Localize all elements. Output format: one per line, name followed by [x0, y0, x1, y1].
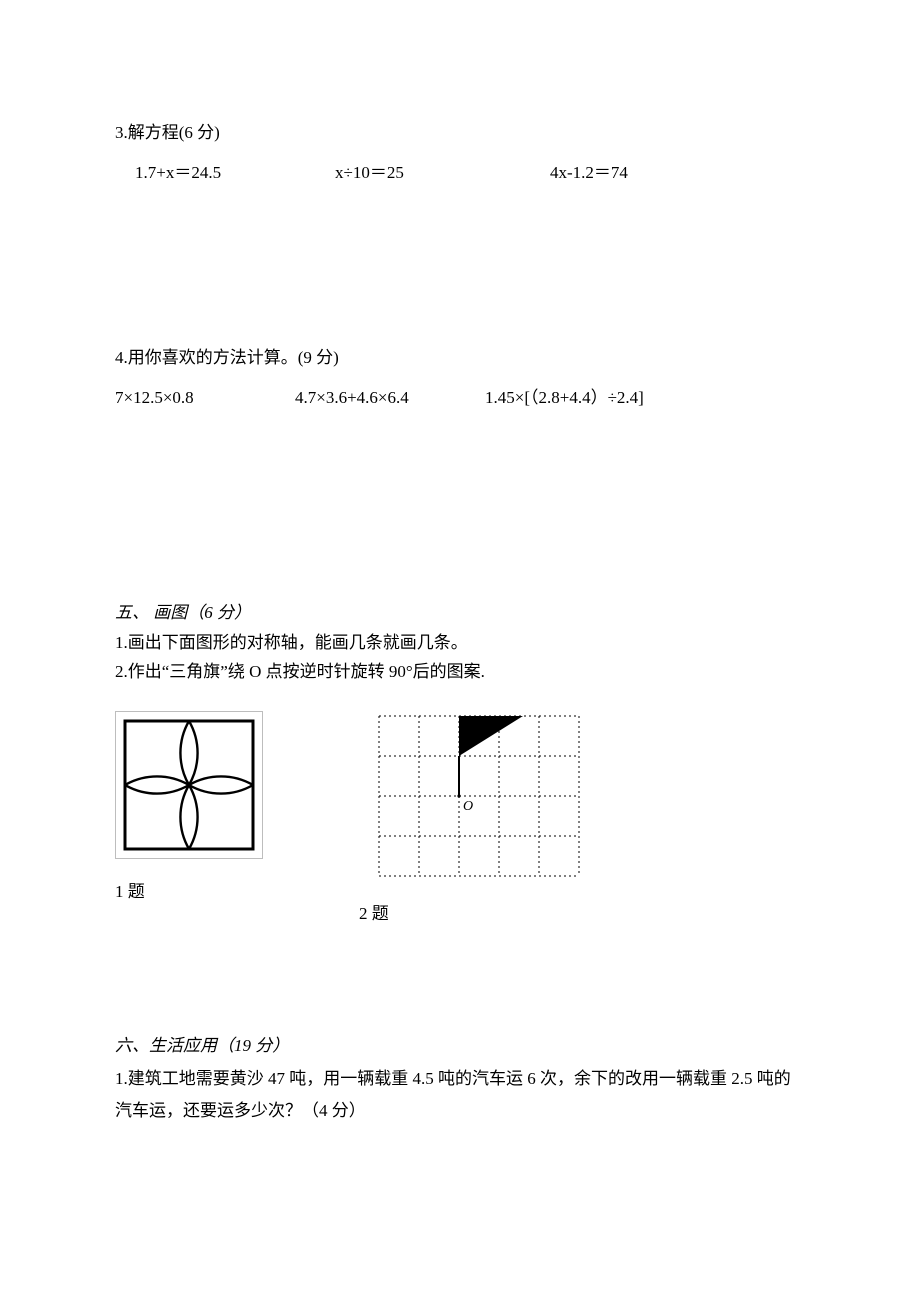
q3-equations: 1.7+x＝24.5 x÷10＝25 4x-1.2＝74: [135, 160, 810, 186]
q4-exp-2: 4.7×3.6+4.6×6.4: [295, 385, 485, 411]
q3-eq-1: 1.7+x＝24.5: [135, 160, 335, 186]
figures-row: 1 题 O 2 题: [115, 711, 810, 927]
section5-q1: 1.画出下面图形的对称轴，能画几条就画几条。: [115, 630, 810, 656]
section5-heading: 五、 画图（6 分）: [115, 600, 810, 626]
q3-eq-2: x÷10＝25: [335, 160, 550, 186]
q4-exp-3: 1.45×[（2.8+4.4）÷2.4]: [485, 385, 745, 411]
q4-exp-1: 7×12.5×0.8: [115, 385, 295, 411]
figure-1-svg: [115, 711, 263, 859]
figure-1-caption: 1 题: [115, 879, 263, 905]
section5-q2: 2.作出“三角旗”绕 O 点按逆时针旋转 90°后的图案.: [115, 659, 810, 685]
figure-1-block: 1 题: [115, 711, 263, 905]
section6-q1-line2: 汽车运，还要运多少次？（4 分）: [115, 1101, 366, 1120]
q3-heading: 3.解方程(6 分): [115, 120, 810, 146]
svg-text:O: O: [463, 799, 473, 814]
figure-2-svg: O: [359, 711, 600, 881]
figure-2-block: O 2 题: [359, 711, 600, 927]
section6-q1: 1.建筑工地需要黄沙 47 吨，用一辆载重 4.5 吨的汽车运 6 次，余下的改…: [115, 1063, 810, 1128]
figure-2-caption: 2 题: [359, 901, 600, 927]
section6-heading: 六、生活应用（19 分）: [115, 1033, 810, 1059]
q4-heading: 4.用你喜欢的方法计算。(9 分): [115, 345, 810, 371]
q4-expressions: 7×12.5×0.8 4.7×3.6+4.6×6.4 1.45×[（2.8+4.…: [115, 385, 810, 411]
q3-eq-3: 4x-1.2＝74: [550, 160, 750, 186]
section6-q1-line1: 1.建筑工地需要黄沙 47 吨，用一辆载重 4.5 吨的汽车运 6 次，余下的改…: [115, 1069, 791, 1088]
